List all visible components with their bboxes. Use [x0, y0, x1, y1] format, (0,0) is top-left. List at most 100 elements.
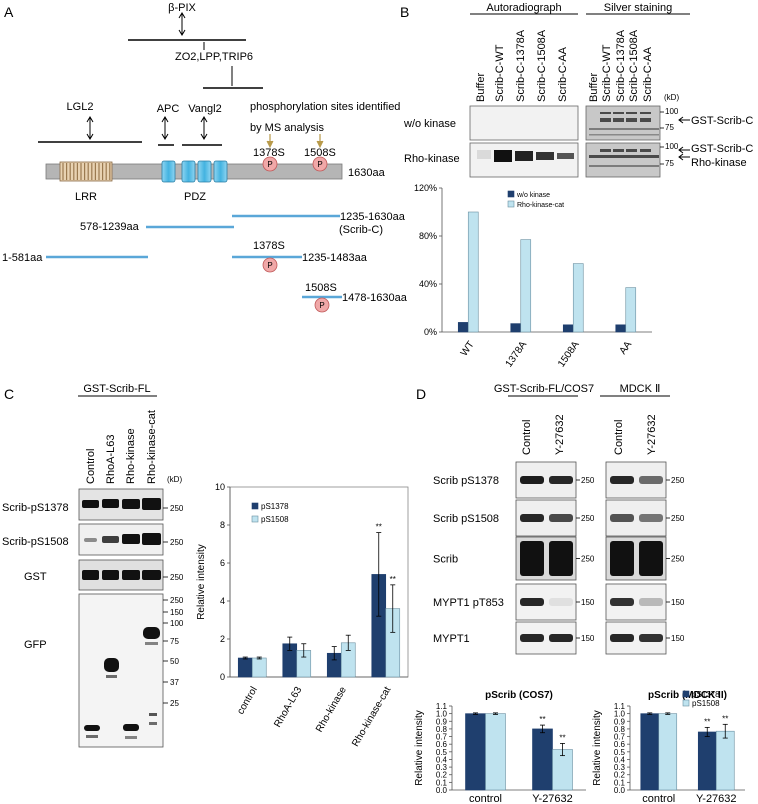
- blot-label: Scrib-pS1378: [2, 502, 69, 514]
- marker: 250: [671, 514, 685, 523]
- category-label: Rho-kinase-cat: [350, 685, 393, 749]
- silver-stain-bands: [589, 149, 659, 167]
- lane-label: Control: [521, 420, 533, 455]
- legend-label: Rho-kinase-cat: [517, 202, 564, 209]
- blot-band: [549, 634, 573, 642]
- y-tick-label: 0.7: [614, 733, 626, 742]
- y-tick-label: 0.8: [436, 725, 448, 734]
- y-axis-label: Relative intensity: [414, 710, 425, 786]
- chart-title: pScrib (COS7): [485, 690, 553, 701]
- y-tick-label: 0.2: [614, 771, 626, 780]
- y-axis-label: Relative intensity: [592, 710, 603, 786]
- lrr-label: LRR: [75, 191, 97, 203]
- panel-c: C GST-Scrib-FL Control RhoA-L63 Rho-kinase…: [2, 383, 409, 749]
- bar: [237, 657, 253, 678]
- pdz-label: PDZ: [184, 191, 206, 203]
- y-tick-label: 0.3: [614, 763, 626, 772]
- blot-label: GST: [24, 571, 47, 583]
- phospho-p-icon: [262, 156, 278, 172]
- lgl2-label: LGL2: [67, 101, 94, 113]
- category-label: Rho-kinase: [314, 685, 349, 735]
- marker-75: 75: [665, 123, 674, 132]
- blot-band: [639, 598, 663, 606]
- lane-label: Scrib-C-1378A: [615, 29, 627, 102]
- marker: 250: [671, 476, 685, 485]
- y-tick-label: 0.0: [614, 786, 626, 795]
- beta-pix-label: β-PIX: [168, 2, 196, 14]
- blot-band: [520, 598, 544, 606]
- blot-label: Scrib: [433, 554, 458, 566]
- significance-mark: **: [376, 523, 382, 532]
- lane-label: Control: [85, 449, 97, 484]
- marker-100: 100: [665, 107, 679, 116]
- chart-c: 0 2 4 6 8 10 control RhoA-L63 Rho-kinase ** ** Rho-…: [196, 482, 409, 749]
- blot-band: [610, 598, 634, 606]
- phospho-p-label: P: [267, 261, 272, 270]
- blot-gfp: [78, 593, 164, 748]
- y-tick-label: 0.4: [436, 755, 448, 764]
- bar: [697, 731, 717, 791]
- marker: 37: [170, 678, 179, 687]
- protein-length: 1630aa: [348, 167, 386, 179]
- legend-label: pS1508: [692, 699, 720, 708]
- phospho-p-icon: [262, 257, 278, 273]
- marker: 25: [170, 699, 179, 708]
- marker: 250: [671, 555, 685, 564]
- marker: 250: [170, 573, 184, 582]
- y-tick-label: 2: [220, 634, 225, 644]
- chart-d-mdck: 0.00.10.20.30.40.50.60.70.80.91.01.1 cont…: [592, 690, 745, 804]
- lane-label: Y-27632: [646, 414, 658, 455]
- site-1378s: 1378S: [253, 147, 285, 159]
- lane-label: Y-27632: [554, 414, 566, 455]
- legend-swatch: [507, 200, 515, 208]
- bar: [510, 323, 522, 333]
- bar: [457, 322, 469, 333]
- lane-label: RhoA-L63: [105, 434, 117, 484]
- fragment-sublabel: (Scrib-C): [339, 224, 383, 236]
- bar: [572, 263, 584, 333]
- bar: [520, 239, 532, 333]
- y-tick-label: 1.1: [614, 702, 626, 711]
- marker: 250: [581, 476, 595, 485]
- y-tick-label: 10: [215, 482, 225, 492]
- bar: [625, 287, 637, 333]
- chart-d-cos7: 0.00.10.20.30.40.50.60.70.80.91.01.1 cont…: [414, 690, 586, 804]
- blot-band: [520, 476, 544, 484]
- marker: 150: [581, 598, 595, 607]
- y-tick-label: 40%: [419, 279, 437, 289]
- lane-label: Scrib-C-WT: [494, 44, 506, 102]
- blot-band: [549, 541, 573, 576]
- legend-label: pS1378: [261, 502, 289, 511]
- y-tick-label: 0.3: [436, 763, 448, 772]
- y-tick-label: 0.1: [614, 778, 626, 787]
- panel-label-a: A: [4, 4, 14, 20]
- phospho-p-icon: [312, 156, 328, 172]
- bar: [562, 324, 574, 333]
- significance-mark: **: [704, 717, 710, 726]
- construct-label: GST-Scrib-FL: [83, 383, 150, 395]
- blot-label: GFP: [24, 639, 47, 651]
- panel-label-b: B: [400, 4, 409, 20]
- y-tick-label: 8: [220, 520, 225, 530]
- legend-label: pS1378: [692, 690, 720, 699]
- blot-band: [610, 514, 634, 522]
- autoradiograph-blot: [469, 105, 579, 141]
- category-label: RhoA-L63: [272, 685, 304, 730]
- marker: 50: [170, 657, 179, 666]
- marker: 150: [170, 608, 184, 617]
- y-tick-label: 120%: [414, 183, 437, 193]
- blot-band: [639, 476, 663, 484]
- marker: 250: [581, 555, 595, 564]
- y-tick-label: 4: [220, 596, 225, 606]
- marker: 250: [581, 514, 595, 523]
- blot-band: [549, 598, 573, 606]
- fragment-label: 1235-1483aa: [302, 252, 368, 264]
- y-tick-label: 1.1: [436, 702, 448, 711]
- phospho-p-label: P: [317, 160, 322, 169]
- marker: 150: [671, 598, 685, 607]
- site-1508s: 1508S: [304, 147, 336, 159]
- y-tick-label: 0.4: [614, 755, 626, 764]
- marker: 150: [581, 634, 595, 643]
- blot-label: MYPT1 pT853: [433, 597, 504, 609]
